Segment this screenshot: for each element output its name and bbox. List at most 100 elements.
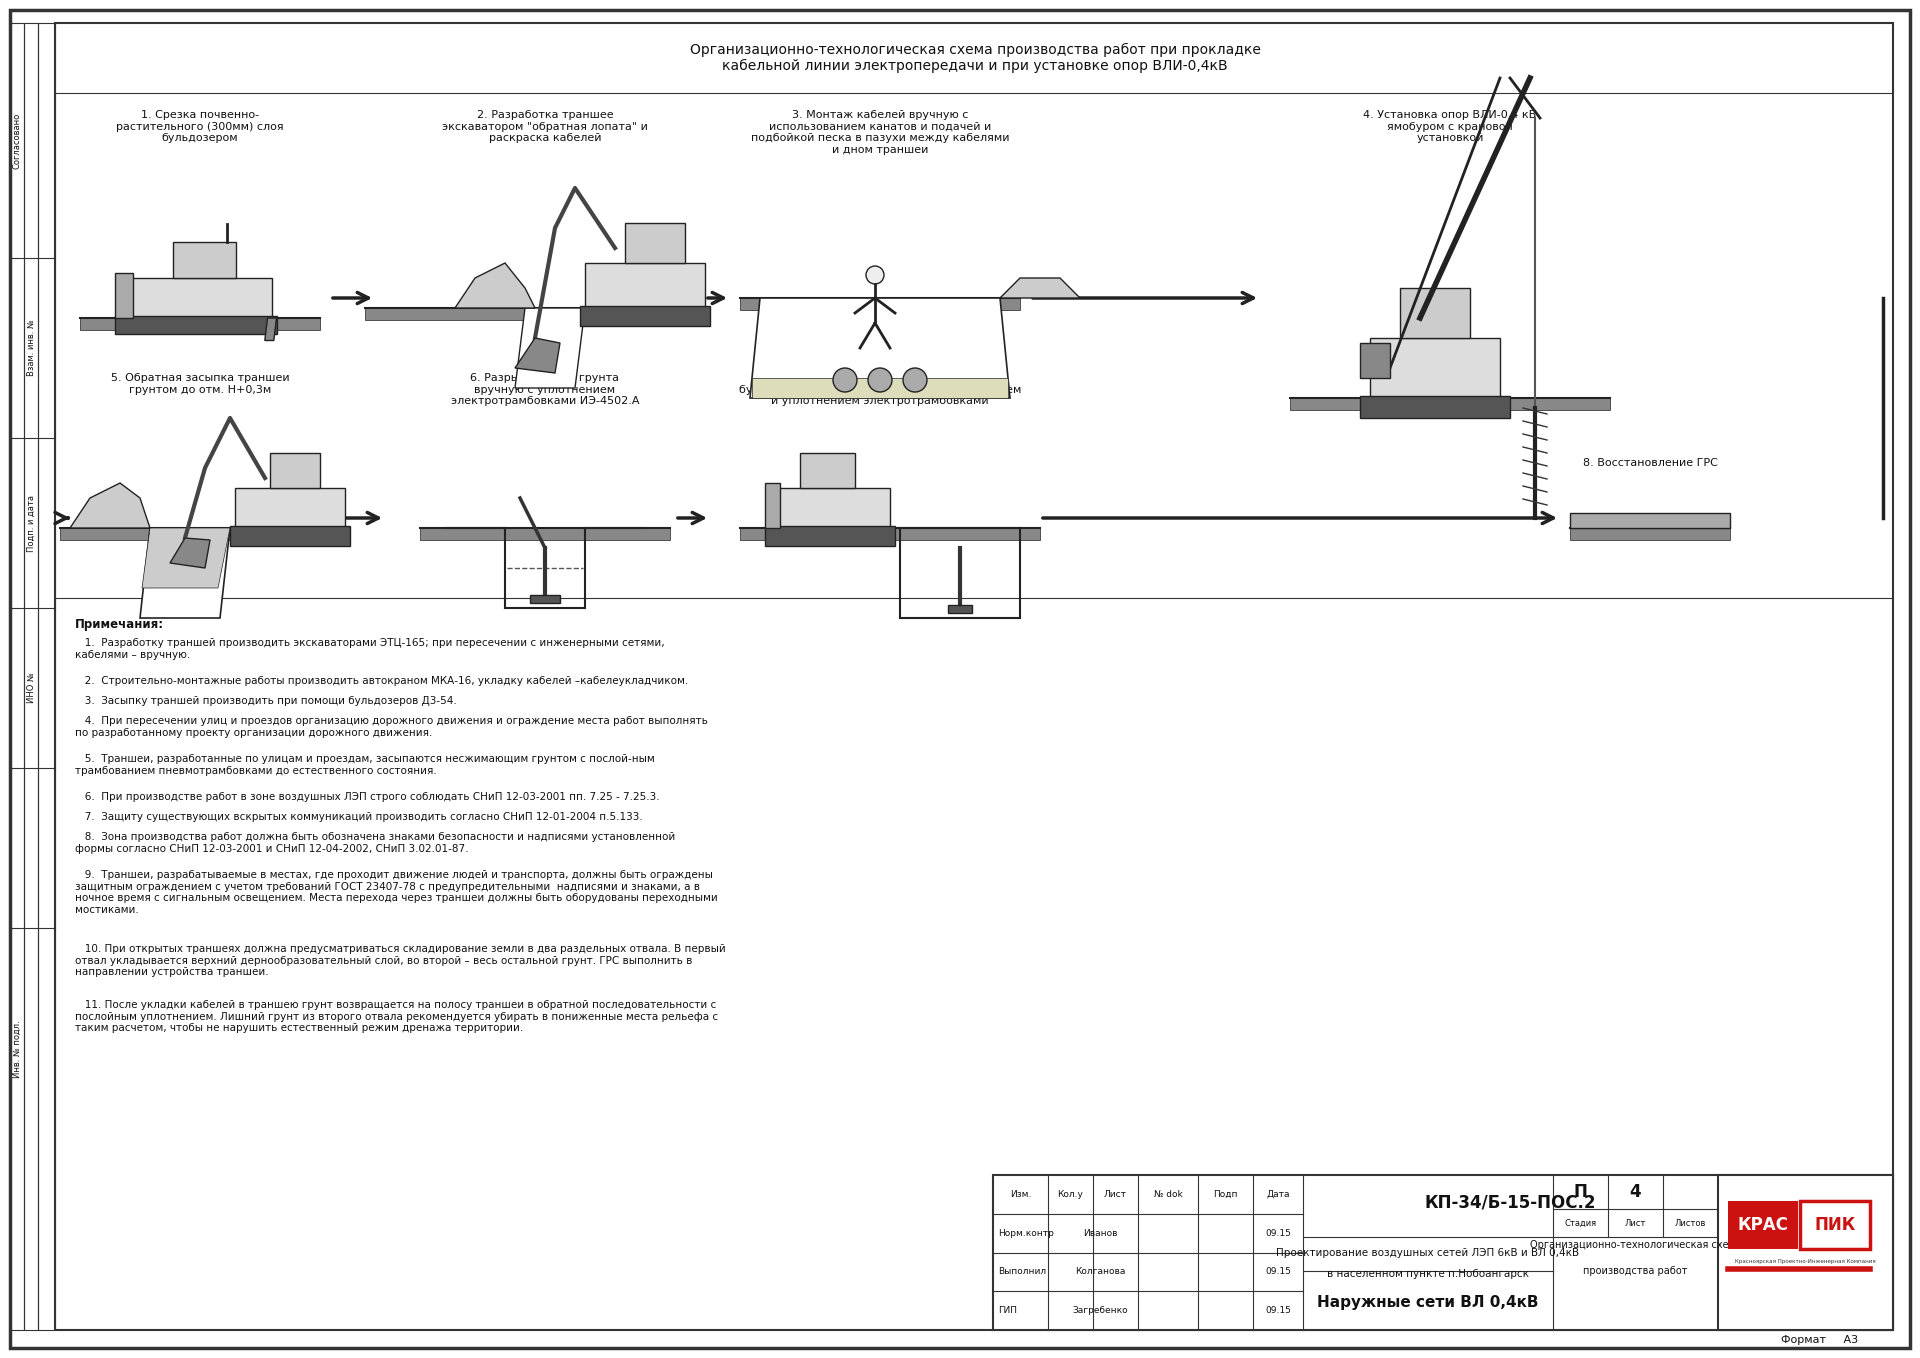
Text: Выполнил: Выполнил: [998, 1267, 1046, 1277]
Text: Организационно-технологическая схема производства работ при прокладке
кабельной : Организационно-технологическая схема про…: [689, 43, 1260, 73]
Text: 10. При открытых траншеях должна предусматриваться складирование земли в два раз: 10. При открытых траншеях должна предусм…: [75, 944, 726, 978]
Text: 9.  Траншеи, разрабатываемые в местах, где проходит движение людей и транспорта,: 9. Траншеи, разрабатываемые в местах, гд…: [75, 870, 718, 915]
Text: Кол.у: Кол.у: [1058, 1190, 1083, 1199]
Text: Лист: Лист: [1624, 1218, 1645, 1228]
Polygon shape: [171, 538, 209, 568]
Text: Инв. № подл.: Инв. № подл.: [13, 1020, 21, 1078]
Bar: [60, 528, 340, 540]
Text: ПИК: ПИК: [1814, 1217, 1857, 1234]
Bar: [1359, 344, 1390, 378]
Text: 2.  Строительно-монтажные работы производить автокраном МКА-16, укладку кабелей : 2. Строительно-монтажные работы производ…: [75, 676, 687, 686]
Text: КП-34/Б-15-ПОС.2: КП-34/Б-15-ПОС.2: [1425, 1194, 1596, 1211]
Text: Подп. и дата: Подп. и дата: [27, 494, 35, 551]
Text: 5. Обратная засыпка траншеи
грунтом до отм. Н+0,3м: 5. Обратная засыпка траншеи грунтом до о…: [111, 373, 290, 395]
Bar: [115, 316, 276, 334]
Text: 6.  При производстве работ в зоне воздушных ЛЭП строго соблюдать СНиП 12-03-2001: 6. При производстве работ в зоне воздушн…: [75, 792, 660, 803]
Text: Изм.: Изм.: [1010, 1190, 1031, 1199]
Bar: [119, 277, 273, 318]
Bar: [739, 297, 1020, 310]
Bar: [739, 528, 1041, 540]
Bar: [1400, 288, 1471, 338]
Polygon shape: [142, 528, 230, 588]
Text: 5.  Траншеи, разработанные по улицам и проездам, засыпаются несжимающим грунтом : 5. Траншеи, разработанные по улицам и пр…: [75, 754, 655, 775]
Bar: [626, 223, 685, 263]
Bar: [580, 306, 710, 326]
Circle shape: [868, 368, 893, 392]
Text: Примечания:: Примечания:: [75, 618, 163, 631]
Text: Колганова: Колганова: [1075, 1267, 1125, 1277]
Bar: [420, 528, 670, 540]
Polygon shape: [515, 308, 586, 388]
Text: П: П: [1574, 1183, 1588, 1200]
Bar: [1371, 338, 1500, 398]
Bar: [173, 242, 236, 277]
Text: Листов: Листов: [1674, 1218, 1707, 1228]
Bar: [764, 526, 895, 546]
Text: в населенном пункте п.Нобоангарск: в населенном пункте п.Нобоангарск: [1327, 1270, 1528, 1279]
Text: Взам. инв. №: Взам. инв. №: [27, 319, 35, 376]
Circle shape: [866, 266, 883, 284]
Bar: [1571, 528, 1730, 540]
Text: 09.15: 09.15: [1265, 1229, 1290, 1237]
Text: 3. Монтаж кабелей вручную с
использованием канатов и подачей и
подбойкой песка в: 3. Монтаж кабелей вручную с использовани…: [751, 110, 1010, 155]
Bar: [586, 263, 705, 308]
Polygon shape: [56, 23, 1893, 1329]
Text: КРАС: КРАС: [1738, 1217, 1788, 1234]
Bar: [271, 454, 321, 488]
Text: Лист: Лист: [1104, 1190, 1127, 1199]
Circle shape: [902, 368, 927, 392]
Bar: [530, 595, 561, 603]
Bar: [23, 23, 38, 1329]
Text: Формат     А3: Формат А3: [1782, 1335, 1859, 1344]
Text: 7. Обратная засыпка траншеи грунтом
бульдозером слоями по 0,3м с разрыхниванием
: 7. Обратная засыпка траншеи грунтом буль…: [739, 373, 1021, 406]
Text: 4. Установка опор ВЛИ-0,4 кВ
ямобуром с крановой
установкой: 4. Установка опор ВЛИ-0,4 кВ ямобуром с …: [1363, 110, 1536, 143]
Text: Стадия: Стадия: [1565, 1218, 1597, 1228]
Polygon shape: [455, 263, 536, 308]
Text: Красноярская Проектно-Инженерная Компания: Красноярская Проектно-Инженерная Компани…: [1736, 1259, 1876, 1264]
Bar: [770, 488, 891, 528]
Polygon shape: [764, 483, 780, 528]
Bar: [1728, 1202, 1797, 1249]
Polygon shape: [265, 318, 276, 341]
Bar: [230, 526, 349, 546]
Polygon shape: [69, 483, 150, 528]
Polygon shape: [140, 528, 230, 618]
Text: 8. Восстановление ГРС: 8. Восстановление ГРС: [1582, 458, 1716, 469]
Circle shape: [833, 368, 856, 392]
Bar: [234, 488, 346, 528]
Bar: [948, 606, 972, 612]
Bar: [801, 454, 854, 488]
Bar: [365, 308, 664, 320]
Bar: [753, 378, 1008, 398]
Text: 3.  Засыпку траншей производить при помощи бульдозеров Д3-54.: 3. Засыпку траншей производить при помощ…: [75, 697, 457, 706]
Text: Организационно-технологическая схема: Организационно-технологическая схема: [1530, 1240, 1741, 1249]
Text: Дата: Дата: [1267, 1190, 1290, 1199]
Polygon shape: [115, 273, 132, 318]
Text: Норм.контр: Норм.контр: [998, 1229, 1054, 1237]
Text: 4.  При пересечении улиц и проездов организацию дорожного движения и ограждение : 4. При пересечении улиц и проездов орган…: [75, 716, 708, 737]
Bar: [10, 23, 23, 1329]
Text: 6. Разрыхнивание грунта
вручную с уплотнением
электротрамбовками ИЭ-4502.А: 6. Разрыхнивание грунта вручную с уплотн…: [451, 373, 639, 406]
Polygon shape: [1000, 278, 1079, 297]
Polygon shape: [515, 338, 561, 373]
Polygon shape: [751, 297, 1010, 398]
Text: ИНО №: ИНО №: [27, 672, 35, 703]
Text: 7.  Защиту существующих вскрытых коммуникаций производить согласно СНиП 12-01-20: 7. Защиту существующих вскрытых коммуник…: [75, 812, 643, 822]
Text: Наружные сети ВЛ 0,4кВ: Наружные сети ВЛ 0,4кВ: [1317, 1294, 1538, 1309]
Bar: [993, 1175, 1893, 1329]
Text: Проектирование воздушных сетей ЛЭП 6кВ и ВЛ 0,4кВ: Проектирование воздушных сетей ЛЭП 6кВ и…: [1277, 1248, 1580, 1258]
Bar: [1718, 1175, 1893, 1329]
Text: ГИП: ГИП: [998, 1306, 1018, 1315]
Text: Загребенко: Загребенко: [1073, 1306, 1129, 1315]
Bar: [1359, 397, 1509, 418]
Text: Подп: Подп: [1213, 1190, 1238, 1199]
Text: 09.15: 09.15: [1265, 1267, 1290, 1277]
Text: 2. Разработка траншее
экскаватором "обратная лопата" и
раскраска кабелей: 2. Разработка траншее экскаватором "обра…: [442, 110, 647, 143]
Bar: [1571, 513, 1730, 528]
Bar: [1801, 1202, 1870, 1249]
Text: 1. Срезка почвенно-
растительного (300мм) слоя
бульдозером: 1. Срезка почвенно- растительного (300мм…: [117, 110, 284, 143]
Text: 1.  Разработку траншей производить экскаваторами ЭТЦ-165; при пересечении с инже: 1. Разработку траншей производить экскав…: [75, 638, 664, 660]
Text: 4: 4: [1630, 1183, 1642, 1200]
Text: Иванов: Иванов: [1083, 1229, 1117, 1237]
Bar: [1290, 398, 1611, 410]
